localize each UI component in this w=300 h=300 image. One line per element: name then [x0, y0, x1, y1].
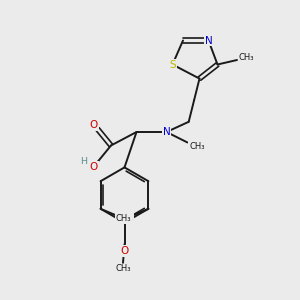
Text: CH₃: CH₃	[238, 52, 254, 62]
Text: H: H	[80, 158, 88, 166]
Text: CH₃: CH₃	[116, 214, 131, 223]
Text: CH₃: CH₃	[115, 264, 131, 273]
Text: O: O	[120, 246, 129, 256]
Text: O: O	[90, 120, 98, 130]
Text: N: N	[205, 35, 212, 46]
Text: CH₃: CH₃	[118, 214, 133, 223]
Text: CH₃: CH₃	[189, 142, 205, 151]
Text: S: S	[169, 59, 176, 70]
Text: N: N	[163, 127, 170, 137]
Text: O: O	[90, 161, 98, 172]
